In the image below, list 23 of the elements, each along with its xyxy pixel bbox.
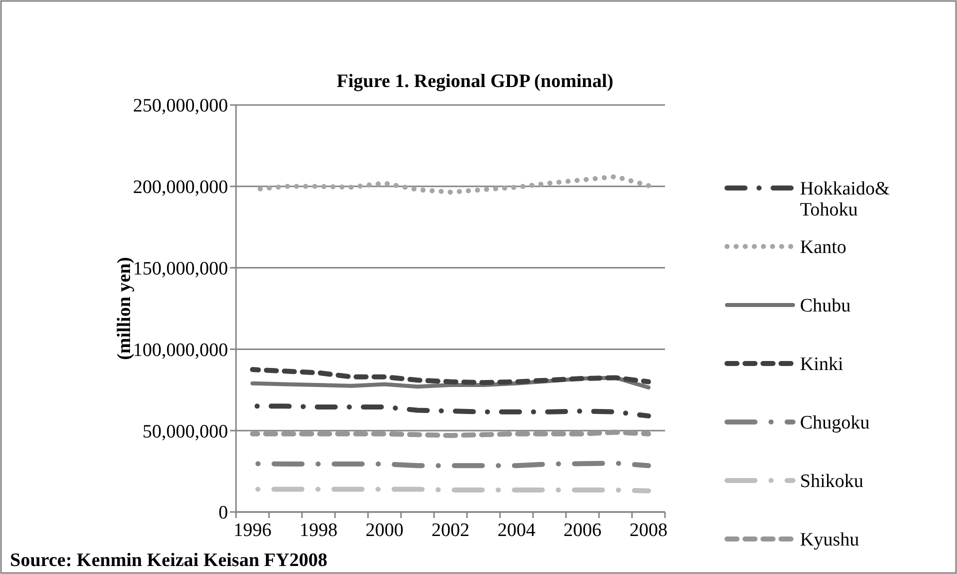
chart-title: Figure 1. Regional GDP (nominal) — [336, 71, 614, 92]
x-tick-label: 2008 — [630, 520, 668, 541]
x-tick-label: 2006 — [564, 520, 602, 541]
x-tick-label: 2002 — [432, 520, 470, 541]
legend-label: Chugoku — [800, 412, 870, 434]
y-tick-label: 50,000,000 — [142, 421, 228, 442]
y-tick-label: 250,000,000 — [133, 96, 228, 117]
x-tick-label: 1998 — [300, 520, 338, 541]
legend-label: Chubu — [800, 296, 852, 317]
legend-label: Hokkaido& Tohoku — [800, 178, 890, 221]
y-tick-label: 100,000,000 — [133, 340, 228, 361]
legend-label: Shikoku — [800, 471, 864, 492]
x-tick-label: 2000 — [366, 520, 404, 541]
y-tick-label: 200,000,000 — [133, 177, 228, 198]
y-tick-label: 0 — [218, 502, 228, 524]
legend-label: Kanto — [800, 237, 846, 258]
x-tick-label: 1996 — [234, 520, 272, 541]
source-note: Source: Kenmin Keizai Keisan FY2008 — [10, 550, 328, 571]
legend-label: Kinki — [800, 354, 844, 376]
x-tick-label: 2004 — [498, 520, 536, 541]
y-axis-title: (million yen) — [114, 257, 135, 360]
legend-label: Kyushu — [800, 530, 860, 551]
y-tick-label: 150,000,000 — [133, 258, 228, 280]
